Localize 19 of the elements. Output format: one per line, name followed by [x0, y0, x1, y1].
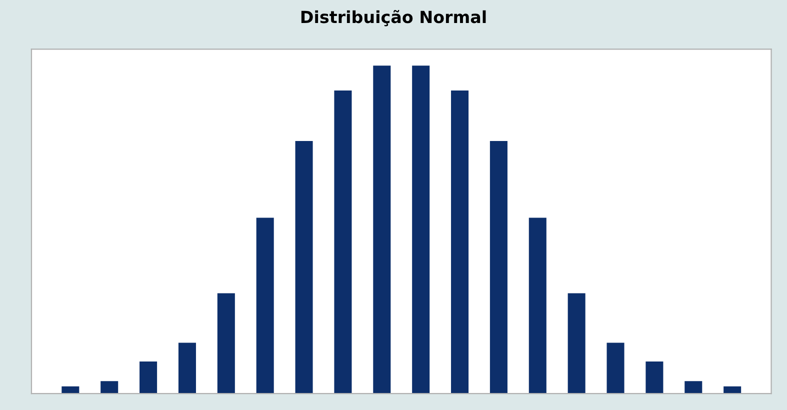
bar — [295, 141, 313, 394]
bar — [334, 90, 352, 394]
bar — [217, 293, 235, 394]
chart-title: Distribuição Normal — [301, 10, 486, 26]
bar — [451, 90, 469, 394]
bar — [724, 386, 742, 394]
bar — [684, 381, 702, 394]
bar — [490, 141, 508, 394]
bar — [373, 66, 391, 394]
bar — [646, 361, 664, 394]
bar — [412, 66, 430, 394]
bar — [100, 381, 118, 394]
bar — [140, 361, 158, 394]
bar — [568, 293, 586, 394]
bar — [528, 218, 546, 394]
bar — [62, 386, 80, 394]
bar — [178, 342, 196, 394]
bar — [606, 342, 624, 394]
bar — [256, 218, 274, 394]
